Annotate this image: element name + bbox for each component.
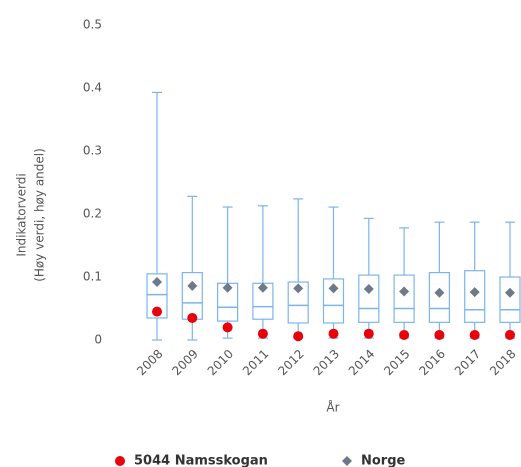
- point: [363, 283, 374, 294]
- point: [257, 328, 268, 339]
- point: [222, 282, 233, 293]
- x-tick-label: 2013: [311, 347, 342, 378]
- x-axis-title: År: [326, 400, 339, 415]
- box: [499, 276, 521, 323]
- point: [293, 331, 304, 342]
- point: [257, 282, 268, 293]
- y-tick-label: 0.2: [83, 207, 102, 221]
- x-tick-label: 2017: [452, 347, 483, 378]
- y-tick-label: 0.4: [83, 81, 102, 95]
- point: [505, 329, 515, 340]
- point: [469, 329, 480, 340]
- legend-text: 5044 Namsskogan: [134, 454, 268, 467]
- y-axis-title: Indikatorverdi: [15, 173, 29, 256]
- y-tick-label: 0.1: [83, 270, 102, 284]
- box: [393, 274, 415, 323]
- x-tick-label: 2018: [487, 347, 518, 378]
- point: [152, 277, 162, 288]
- y-tick-label: 0: [94, 333, 102, 347]
- point: [399, 286, 410, 297]
- box: [146, 273, 168, 319]
- point: [222, 322, 233, 333]
- y-tick-label: 0.3: [83, 144, 102, 158]
- point: [399, 329, 410, 340]
- point: [363, 328, 374, 339]
- x-tick-label: 2015: [381, 347, 412, 378]
- point: [469, 287, 480, 298]
- point: [293, 283, 304, 294]
- x-tick-label: 2016: [416, 347, 447, 378]
- legend-text: Norge: [361, 454, 406, 467]
- x-tick-label: 2012: [275, 347, 306, 378]
- point: [328, 328, 339, 339]
- box: [358, 274, 380, 323]
- point: [152, 306, 162, 317]
- x-tick-label: 2008: [134, 347, 165, 378]
- x-tick-label: 2014: [346, 347, 377, 378]
- point: [434, 287, 445, 298]
- point: [187, 312, 198, 323]
- x-tick-label: 2011: [240, 347, 271, 378]
- y-tick-label: 0.5: [83, 18, 102, 32]
- point: [328, 283, 339, 294]
- point: [434, 329, 445, 340]
- point: [187, 280, 198, 291]
- legend-symbol: [115, 456, 125, 466]
- point: [505, 287, 515, 298]
- legend-symbol: [342, 456, 352, 466]
- x-tick-label: 2010: [205, 347, 236, 378]
- y-axis-title: (Høy verdi, høy andel): [33, 148, 47, 282]
- box: [322, 278, 345, 324]
- x-tick-label: 2009: [169, 347, 200, 378]
- box: [181, 271, 203, 320]
- box: [287, 281, 309, 324]
